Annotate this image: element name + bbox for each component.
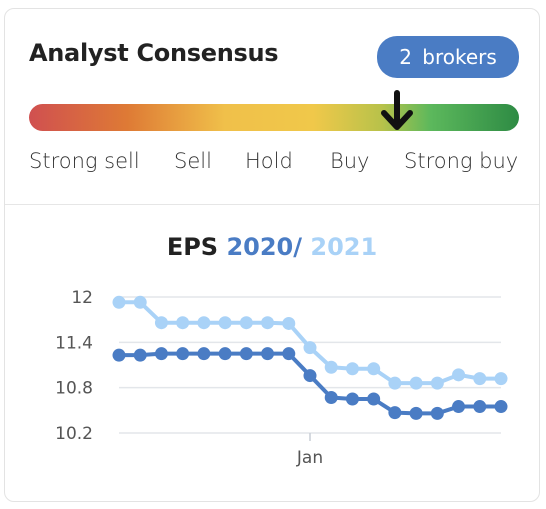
consensus-gradient-bar bbox=[29, 104, 519, 131]
data-point-2021 bbox=[112, 295, 126, 309]
label-buy: Buy bbox=[330, 149, 370, 173]
section-divider bbox=[5, 204, 539, 205]
data-point-2020 bbox=[345, 392, 359, 406]
data-point-2020 bbox=[176, 347, 190, 361]
data-point-2021 bbox=[430, 376, 444, 390]
data-point-2020 bbox=[154, 347, 168, 361]
data-point-2020 bbox=[303, 369, 317, 383]
data-point-2020 bbox=[218, 347, 232, 361]
data-point-2020 bbox=[239, 347, 253, 361]
label-strong-buy: Strong buy bbox=[404, 149, 519, 173]
data-point-2020 bbox=[452, 400, 466, 414]
consensus-scale-labels: Strong sell Sell Hold Buy Strong buy bbox=[29, 149, 519, 179]
eps-line-chart: 12 11.4 10.8 10.2 Jan bbox=[55, 288, 508, 468]
data-point-2020 bbox=[367, 392, 381, 406]
data-point-2021 bbox=[154, 316, 168, 330]
brokers-badge[interactable]: 2 brokers bbox=[377, 36, 519, 78]
data-point-2020 bbox=[430, 406, 444, 420]
consensus-pointer-icon bbox=[380, 90, 413, 130]
data-point-2021 bbox=[324, 360, 338, 374]
data-point-2020 bbox=[324, 390, 338, 404]
y-tick-label: 10.8 bbox=[55, 379, 93, 399]
data-point-2021 bbox=[345, 362, 359, 376]
data-point-2020 bbox=[494, 400, 508, 414]
chart-title: EPS 2020/ 2021 bbox=[5, 233, 539, 261]
y-tick-label: 10.2 bbox=[55, 424, 93, 444]
data-point-2021 bbox=[218, 316, 232, 330]
data-point-2021 bbox=[388, 376, 402, 390]
data-point-2021 bbox=[282, 316, 296, 330]
data-point-2021 bbox=[494, 372, 508, 386]
data-point-2020 bbox=[473, 400, 487, 414]
data-point-2020 bbox=[261, 347, 275, 361]
data-point-2020 bbox=[282, 347, 296, 361]
chart-title-eps: EPS bbox=[166, 233, 219, 261]
data-point-2020 bbox=[388, 406, 402, 420]
label-strong-sell: Strong sell bbox=[29, 149, 140, 173]
data-point-2021 bbox=[409, 376, 423, 390]
data-point-2021 bbox=[176, 316, 190, 330]
chart-title-year-2021: 2021 bbox=[310, 233, 378, 261]
data-point-2020 bbox=[112, 348, 126, 362]
data-point-2021 bbox=[133, 295, 147, 309]
data-point-2021 bbox=[367, 362, 381, 376]
label-hold: Hold bbox=[245, 149, 293, 173]
data-point-2020 bbox=[197, 347, 211, 361]
data-point-2021 bbox=[197, 316, 211, 330]
chart-title-year-2020: 2020 bbox=[226, 233, 294, 261]
data-point-2021 bbox=[239, 316, 253, 330]
data-point-2021 bbox=[261, 316, 275, 330]
data-point-2020 bbox=[133, 348, 147, 362]
chart-title-separator: / bbox=[293, 233, 303, 261]
data-point-2021 bbox=[303, 341, 317, 355]
label-sell: Sell bbox=[174, 149, 212, 173]
x-tick-label: Jan bbox=[296, 448, 323, 468]
card-title: Analyst Consensus bbox=[29, 39, 279, 67]
data-point-2021 bbox=[452, 368, 466, 382]
analyst-consensus-card: Analyst Consensus 2 brokers Strong sell … bbox=[4, 8, 540, 502]
y-tick-label: 12 bbox=[71, 288, 93, 308]
data-point-2020 bbox=[409, 406, 423, 420]
data-point-2021 bbox=[473, 372, 487, 386]
y-tick-label: 11.4 bbox=[55, 333, 93, 353]
